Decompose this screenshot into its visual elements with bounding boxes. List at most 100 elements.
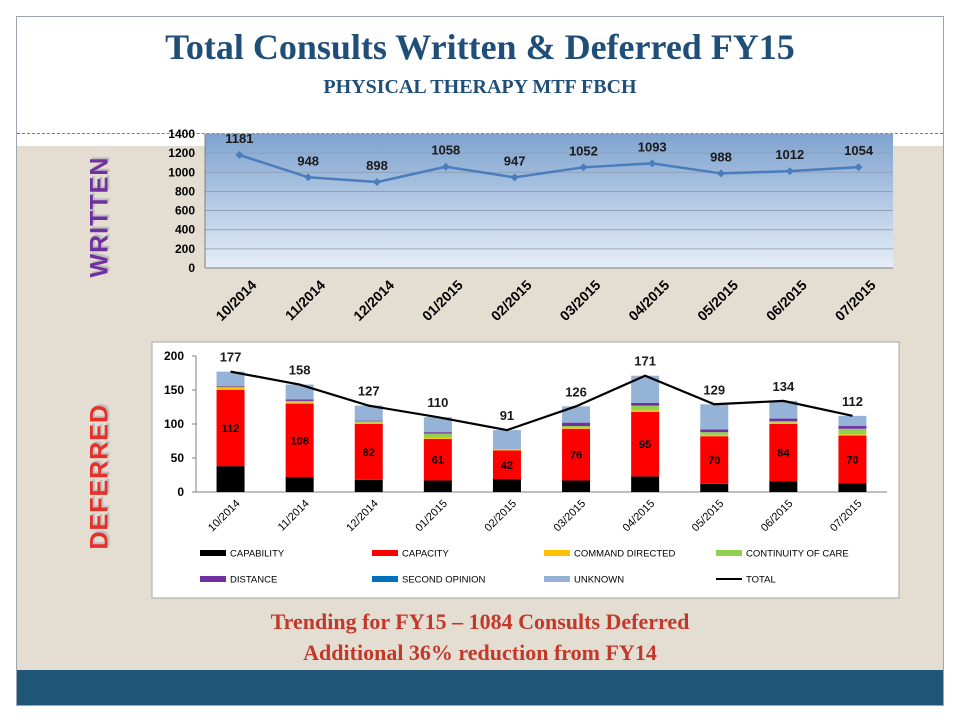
line-y-tick-label: 1000	[168, 165, 195, 179]
bar-y-tick-label: 150	[164, 383, 184, 397]
bar-segment	[216, 385, 245, 387]
written-series-line	[239, 153, 859, 184]
written-point	[510, 173, 519, 182]
page-title: Total Consults Written & Deferred FY15	[165, 27, 795, 67]
legend-label: UNKNOWN	[574, 575, 624, 586]
bar-segment	[285, 402, 314, 404]
bar-segment	[769, 421, 798, 423]
written-data-label: 898	[366, 158, 388, 173]
legend-swatch	[544, 576, 570, 582]
trend-line-2: Additional 36% reduction from FY14	[303, 640, 657, 665]
written-point	[373, 178, 381, 187]
bar-segment	[631, 411, 660, 477]
line-y-tick-label: 400	[175, 223, 195, 237]
written-data-label: 947	[504, 153, 526, 168]
bar-y-tick-label: 200	[164, 349, 184, 363]
capacity-data-label: 76	[570, 450, 582, 462]
bar-segment	[492, 479, 521, 492]
legend-label: COMMAND DIRECTED	[574, 549, 675, 560]
capacity-data-label: 70	[846, 454, 858, 466]
legend-label: DISTANCE	[230, 575, 277, 586]
line-y-tick-label: 600	[175, 204, 195, 218]
capacity-data-label: 42	[501, 460, 513, 472]
bar-segment	[838, 428, 867, 435]
total-data-label: 127	[358, 384, 380, 399]
legend-label: CONTINUITY OF CARE	[746, 549, 849, 560]
total-data-label: 112	[842, 394, 863, 409]
bar-segment	[285, 403, 314, 478]
written-data-label: 948	[297, 153, 319, 168]
capacity-data-label: 70	[708, 455, 720, 467]
bar-segment	[700, 429, 729, 433]
total-data-label: 91	[500, 408, 514, 423]
bar-segment	[838, 434, 867, 436]
written-data-label: 1012	[775, 147, 804, 162]
legend-swatch	[544, 550, 570, 556]
written-data-label: 1093	[638, 139, 667, 154]
bar-segment	[285, 399, 314, 401]
total-data-label: 129	[703, 382, 725, 397]
bar-segment	[700, 483, 729, 492]
written-point	[441, 162, 450, 171]
capacity-data-label: 95	[639, 439, 651, 451]
capacity-data-label: 84	[777, 448, 790, 460]
bar-segment	[562, 406, 591, 423]
bar-segment	[492, 450, 521, 480]
bar-segment	[354, 420, 383, 422]
legend-swatch	[372, 576, 398, 582]
total-data-label: 134	[772, 379, 794, 394]
bar-segment	[285, 477, 314, 492]
written-point	[579, 163, 588, 172]
capacity-data-label: 61	[432, 455, 444, 467]
written-data-label: 1054	[844, 143, 874, 158]
written-point	[717, 169, 725, 178]
bar-y-tick-label: 50	[171, 451, 185, 465]
bar-segment	[216, 371, 245, 386]
bar-segment	[354, 479, 383, 492]
total-data-label: 110	[427, 395, 448, 410]
bar-segment	[838, 415, 867, 427]
bar-y-tick-label: 0	[177, 485, 184, 499]
bar-segment	[423, 432, 452, 434]
bar-segment	[838, 426, 867, 429]
total-data-label: 177	[220, 350, 242, 365]
written-data-label: 1181	[225, 131, 253, 146]
bar-segment	[216, 466, 245, 492]
bar-segment	[562, 427, 591, 429]
bar-segment	[354, 405, 383, 421]
line-y-tick-label: 200	[175, 242, 195, 256]
bar-segment	[562, 428, 591, 481]
written-point	[785, 167, 794, 176]
bar-segment	[423, 437, 452, 439]
legend-label: SECOND OPINION	[402, 575, 486, 586]
divider-line	[17, 133, 943, 134]
capacity-data-label: 108	[290, 435, 308, 447]
bar-segment	[562, 426, 591, 428]
capacity-data-label: 82	[363, 447, 375, 459]
footer-bar	[17, 670, 943, 705]
bar-segment	[354, 421, 383, 423]
bar-segment	[769, 422, 798, 424]
bar-segment	[492, 430, 521, 450]
bar-segment	[838, 435, 867, 484]
written-data-label: 1058	[431, 143, 460, 158]
bar-segment	[423, 438, 452, 481]
bar-y-tick-label: 100	[164, 417, 184, 431]
bar-segment	[769, 418, 798, 422]
bar-segment	[769, 400, 798, 419]
legend-swatch	[372, 550, 398, 556]
line-y-tick-label: 0	[188, 261, 195, 275]
bar-segment	[423, 433, 452, 438]
bar-segment	[631, 405, 660, 411]
bar-segment	[354, 422, 383, 424]
total-series-line	[230, 370, 853, 432]
line-y-tick-label: 1400	[168, 127, 195, 141]
page-subtitle: PHYSICAL THERAPY MTF FBCH	[323, 76, 637, 98]
written-point	[304, 173, 313, 182]
legend-label: CAPABILITY	[230, 549, 285, 560]
bar-segment	[285, 400, 314, 403]
bar-segment	[354, 424, 383, 480]
trend-line-1: Trending for FY15 – 1084 Consults Deferr…	[270, 609, 690, 634]
